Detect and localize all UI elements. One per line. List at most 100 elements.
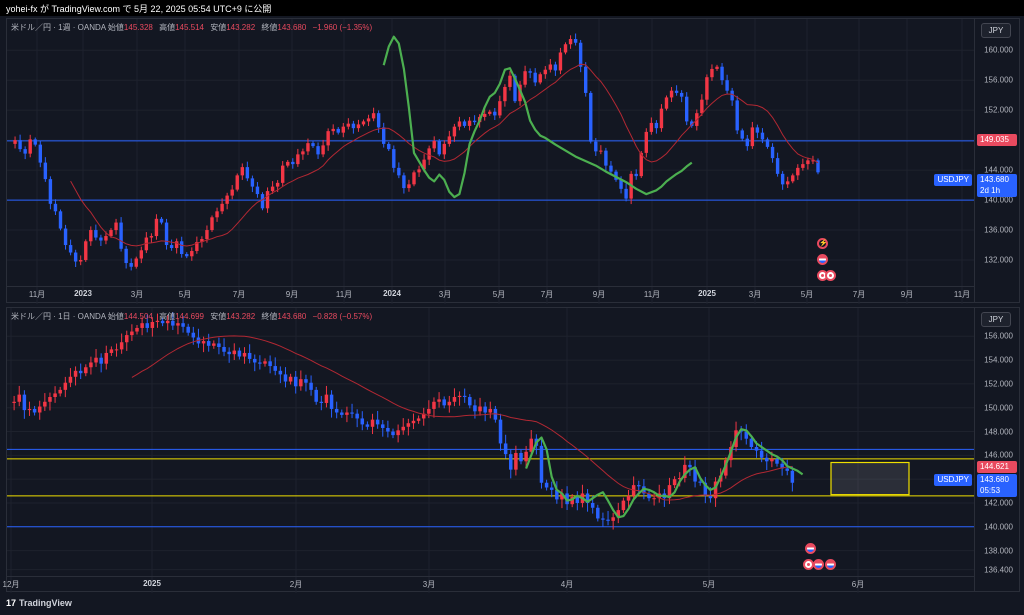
candle bbox=[652, 498, 656, 500]
candle bbox=[749, 438, 754, 448]
candle bbox=[770, 146, 775, 159]
candle bbox=[406, 423, 411, 427]
candle bbox=[381, 424, 385, 428]
daily-currency-button[interactable]: JPY bbox=[981, 312, 1011, 327]
candle bbox=[125, 335, 129, 343]
candle bbox=[703, 482, 708, 496]
weekly-open: 145.328 bbox=[123, 23, 153, 32]
price-tick-label: 136.000 bbox=[984, 225, 1013, 235]
candle bbox=[606, 519, 610, 521]
daily-symbol[interactable]: 米ドル／円 · 1日 · OANDA bbox=[11, 312, 106, 321]
candle bbox=[375, 419, 380, 425]
jp-flag-event-icon-2[interactable] bbox=[825, 270, 836, 281]
daily-legend: 米ドル／円 · 1日 · OANDA 始値144.504 高値144.699 安… bbox=[11, 312, 373, 321]
candle bbox=[806, 160, 810, 165]
candle bbox=[392, 149, 396, 168]
weekly-chart-pane[interactable]: 米ドル／円 · 1週 · OANDA 始値145.328 高値145.514 安… bbox=[6, 18, 1020, 304]
candle bbox=[288, 376, 293, 382]
candle bbox=[422, 159, 426, 170]
weekly-plot-area[interactable] bbox=[7, 19, 975, 304]
candle bbox=[745, 138, 749, 147]
candle bbox=[195, 242, 199, 252]
candle bbox=[473, 405, 477, 412]
candle bbox=[518, 84, 522, 102]
candle bbox=[543, 69, 547, 75]
candle bbox=[770, 458, 774, 462]
time-tick-label: 7月 bbox=[540, 290, 554, 299]
candle bbox=[634, 173, 638, 177]
candle bbox=[165, 320, 170, 324]
price-tick-label: 146.000 bbox=[984, 450, 1013, 460]
candle bbox=[624, 188, 628, 199]
candle bbox=[63, 382, 68, 390]
candle bbox=[457, 395, 462, 398]
candle bbox=[503, 86, 507, 102]
candle bbox=[140, 323, 144, 328]
time-tick-label: 2月 bbox=[289, 580, 303, 589]
candle bbox=[780, 173, 785, 185]
candle bbox=[578, 42, 583, 67]
daily-price-axis[interactable]: JPY 156.000 154.000 152.000 150.000 148.000 1… bbox=[974, 308, 1019, 591]
candle bbox=[590, 502, 595, 508]
candle bbox=[513, 75, 517, 102]
weekly-symbol[interactable]: 米ドル／円 · 1週 · OANDA bbox=[11, 23, 106, 32]
candle bbox=[585, 493, 590, 503]
daily-open: 144.504 bbox=[123, 312, 153, 321]
candle bbox=[715, 66, 719, 69]
candle bbox=[63, 228, 68, 246]
candle bbox=[340, 412, 344, 415]
candle bbox=[437, 140, 441, 155]
candle bbox=[176, 323, 180, 326]
candle bbox=[169, 245, 174, 249]
us-flag-event-icon-daily[interactable] bbox=[805, 543, 816, 554]
candle bbox=[174, 241, 179, 249]
candle bbox=[291, 161, 295, 165]
candle bbox=[356, 124, 361, 129]
candle bbox=[94, 230, 98, 238]
candle bbox=[811, 160, 815, 162]
candle bbox=[677, 477, 682, 480]
candle bbox=[483, 113, 487, 117]
tradingview-footer[interactable]: 17 TradingView bbox=[6, 598, 72, 608]
candle bbox=[58, 211, 63, 229]
candle bbox=[376, 113, 381, 128]
candle bbox=[483, 406, 487, 413]
weekly-price-axis[interactable]: JPY 160.000156.000152.000148.000144.0001… bbox=[974, 19, 1019, 302]
us-flag-event-icon-daily-2[interactable] bbox=[813, 559, 824, 570]
candle bbox=[89, 230, 93, 242]
candle bbox=[708, 495, 713, 499]
time-tick-label: 3月 bbox=[748, 290, 762, 299]
candle bbox=[321, 145, 325, 155]
candle bbox=[785, 468, 789, 471]
daily-chart-pane[interactable]: 米ドル／円 · 1日 · OANDA 始値144.504 高値144.699 安… bbox=[3, 307, 1020, 593]
time-tick-label: 2025 bbox=[143, 579, 161, 588]
time-tick-label: 9月 bbox=[285, 290, 299, 299]
weekly-currency-button[interactable]: JPY bbox=[981, 23, 1011, 38]
candle bbox=[275, 182, 280, 187]
candle bbox=[498, 101, 502, 116]
candle bbox=[119, 222, 123, 249]
time-tick-label: 5月 bbox=[178, 290, 192, 299]
us-flag-event-icon-daily-3[interactable] bbox=[825, 559, 836, 570]
candle bbox=[341, 126, 345, 133]
candle bbox=[750, 127, 755, 147]
time-tick-label: 2024 bbox=[383, 289, 401, 298]
candle bbox=[493, 111, 497, 116]
candle bbox=[683, 464, 687, 478]
candle bbox=[154, 218, 159, 237]
us-flag-event-icon[interactable] bbox=[817, 254, 828, 265]
candle bbox=[596, 507, 600, 519]
candle bbox=[181, 323, 185, 327]
candle bbox=[775, 158, 780, 174]
time-tick-label: 9月 bbox=[592, 290, 606, 299]
candle bbox=[296, 154, 300, 165]
candle bbox=[573, 38, 578, 43]
candle bbox=[130, 331, 134, 336]
price-tick-label: 138.000 bbox=[984, 546, 1013, 556]
candle bbox=[73, 370, 78, 377]
lightning-event-icon[interactable]: ⚡ bbox=[817, 238, 828, 249]
candle bbox=[32, 408, 37, 413]
candle bbox=[570, 497, 574, 505]
daily-plot-area[interactable] bbox=[7, 308, 975, 593]
target-zone-box bbox=[830, 461, 910, 496]
